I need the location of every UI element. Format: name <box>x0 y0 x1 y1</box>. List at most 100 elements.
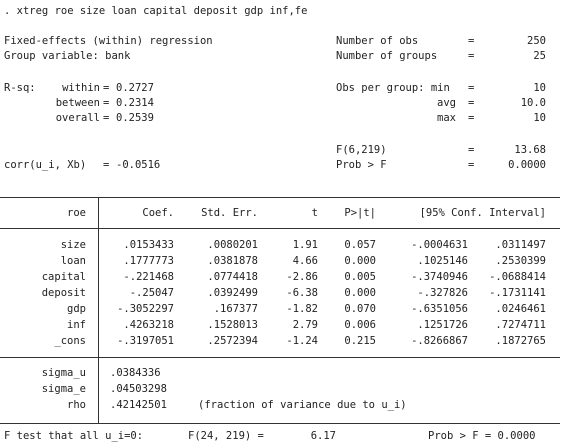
cell-ci-high: -.1731141 <box>489 287 546 299</box>
rsq-label: R-sq: <box>4 82 36 94</box>
cell-var: sigma_u <box>41 367 86 379</box>
cell-var: deposit <box>41 287 86 299</box>
f-stat-label: F(6,219) <box>336 144 387 156</box>
cell-ci-high: .0311497 <box>495 239 546 251</box>
rsq-between-label: between <box>55 97 100 109</box>
col-header-p: P>|t| <box>344 207 376 219</box>
ngroups-value: 25 <box>533 50 546 62</box>
cell-coef: -.25047 <box>129 287 174 299</box>
rsq-eq: = <box>103 112 110 124</box>
cell-var: gdp <box>67 303 86 315</box>
table-header-rule <box>0 228 560 229</box>
cell-p: 0.000 <box>344 287 376 299</box>
eq: = <box>468 50 475 62</box>
table-row: size .0153433 .0080201 1.91 0.057 -.0004631 .0… <box>0 240 562 252</box>
table-row: capital -.221468 .0774418 -2.86 0.005 -.37409… <box>0 272 562 284</box>
cell-p: 0.057 <box>344 239 376 251</box>
cell-ci-low: -.3740946 <box>411 271 468 283</box>
cell-t: 1.91 <box>292 239 318 251</box>
col-header-coef: Coef. <box>142 207 174 219</box>
col-header-se: Std. Err. <box>201 207 258 219</box>
eq: = <box>468 112 475 124</box>
table-column-divider <box>98 197 99 423</box>
cell-var: inf <box>67 319 86 331</box>
ftest-label: F test that all u_i=0: <box>4 430 144 442</box>
cell-p: 0.006 <box>344 319 376 331</box>
eq: = <box>468 82 475 94</box>
cell-se: .2572394 <box>207 335 258 347</box>
obs-max-label: max <box>437 112 456 124</box>
col-header-ci: [95% Conf. Interval] <box>419 207 546 219</box>
prob-f-value: 0.0000 <box>508 159 546 171</box>
cell-var: size <box>60 239 86 251</box>
cell-se: .0381878 <box>207 255 258 267</box>
cell-p: 0.000 <box>344 255 376 267</box>
cell-t: -1.24 <box>286 335 318 347</box>
cell-coef: -.3052297 <box>117 303 174 315</box>
obs-min-label: Obs per group: min <box>336 82 450 94</box>
rsq-between-value: 0.2314 <box>116 97 154 109</box>
eq: = <box>468 144 475 156</box>
cell-coef: .4263218 <box>123 319 174 331</box>
cell-ci-low: .1025146 <box>417 255 468 267</box>
obs-max-value: 10 <box>533 112 546 124</box>
table-row: deposit -.25047 .0392499 -6.38 0.000 -.327826… <box>0 288 562 300</box>
cell-t: -2.86 <box>286 271 318 283</box>
variance-row: sigma_e .04503298 <box>0 384 562 396</box>
eq: = <box>468 97 475 109</box>
cell-ci-high: .2530399 <box>495 255 546 267</box>
table-bottom-rule <box>0 423 560 424</box>
corr-eq: = <box>103 159 110 171</box>
rsq-eq: = <box>103 97 110 109</box>
depvar-header: roe <box>67 207 86 219</box>
table-mid-rule <box>0 357 560 358</box>
corr-value: -0.0516 <box>116 159 161 171</box>
table-row: _cons -.3197051 .2572394 -1.24 0.215 -.826686… <box>0 336 562 348</box>
cell-coef: .1777773 <box>123 255 174 267</box>
cell-ci-high: -.0688414 <box>489 271 546 283</box>
table-row: gdp -.3052297 .167377 -1.82 0.070 -.6351056 .0… <box>0 304 562 316</box>
nobs-label: Number of obs <box>336 35 419 47</box>
obs-avg-label: avg <box>437 97 456 109</box>
variance-row: rho .42142501 (fraction of variance due to… <box>0 400 562 412</box>
ftest-prob: Prob > F = 0.0000 <box>428 430 536 442</box>
cell-p: 0.005 <box>344 271 376 283</box>
rsq-eq: = <box>103 82 110 94</box>
cell-t: 4.66 <box>292 255 318 267</box>
command-line: . xtreg roe size loan capital deposit gd… <box>4 5 308 17</box>
cell-se: .0774418 <box>207 271 258 283</box>
rsq-within-value: 0.2727 <box>116 82 154 94</box>
prob-f-label: Prob > F <box>336 159 387 171</box>
cell-p: 0.070 <box>344 303 376 315</box>
model-title: Fixed-effects (within) regression <box>4 35 213 47</box>
cell-se: .167377 <box>213 303 258 315</box>
cell-ci-low: .1251726 <box>417 319 468 331</box>
f-stat-value: 13.68 <box>514 144 546 156</box>
obs-min-value: 10 <box>533 82 546 94</box>
cell-var: loan <box>60 255 86 267</box>
table-row: inf .4263218 .1528013 2.79 0.006 .1251726 .727… <box>0 320 562 332</box>
eq: = <box>468 159 475 171</box>
ngroups-label: Number of groups <box>336 50 438 62</box>
cell-var: _cons <box>54 335 86 347</box>
ftest-value: 6.17 <box>310 430 336 442</box>
cell-coef: .0153433 <box>123 239 174 251</box>
ftest-stat: F(24, 219) = <box>188 430 264 442</box>
eq: = <box>468 35 475 47</box>
cell-t: -1.82 <box>286 303 318 315</box>
rsq-overall-label: overall <box>55 112 100 124</box>
cell-ci-high: .1872765 <box>495 335 546 347</box>
cell-var: sigma_e <box>41 383 86 395</box>
cell-var: rho <box>67 399 86 411</box>
rsq-within-label: within <box>62 82 100 94</box>
rsq-overall-value: 0.2539 <box>116 112 154 124</box>
table-top-rule <box>0 197 560 198</box>
cell-ci-low: -.0004631 <box>411 239 468 251</box>
cell-var: capital <box>41 271 86 283</box>
cell-coef: -.3197051 <box>117 335 174 347</box>
cell-se: .0080201 <box>207 239 258 251</box>
cell-t: 2.79 <box>292 319 318 331</box>
cell-p: 0.215 <box>344 335 376 347</box>
cell-se: .1528013 <box>207 319 258 331</box>
